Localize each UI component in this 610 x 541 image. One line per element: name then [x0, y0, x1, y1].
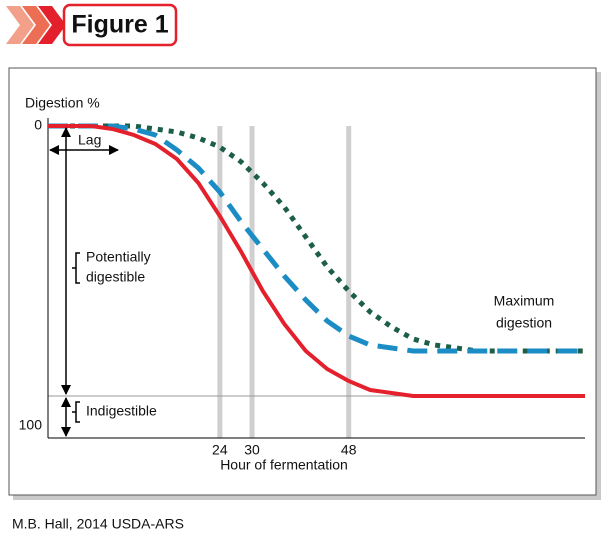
- annotation-indigestible: Indigestible: [86, 403, 157, 419]
- x-tick-label: 24: [212, 442, 228, 458]
- y-tick-label: 0: [34, 117, 42, 133]
- x-axis-label: Hour of fermentation: [220, 457, 348, 473]
- series-line: [48, 123, 585, 354]
- frame: [8, 67, 597, 496]
- annotation-brace: [72, 401, 80, 423]
- annotation-lag: Lag: [78, 132, 101, 148]
- y-axis-label: Digestion %: [25, 95, 100, 111]
- credit: M.B. Hall, 2014 USDA-ARS: [12, 516, 184, 532]
- series-line: [48, 123, 585, 354]
- y-tick-label: 100: [19, 417, 43, 433]
- x-tick-label: 48: [341, 442, 357, 458]
- header-box: [62, 3, 178, 47]
- series-line: [48, 124, 585, 398]
- annotation-max-1: Maximum: [494, 293, 555, 309]
- annotation-max-2: digestion: [496, 315, 552, 331]
- annotation-potential-1: Potentially: [86, 249, 151, 265]
- plot: 24 30 48 0 100 Digestion % Hour of fermentatio…: [19, 95, 585, 473]
- x-tick-label: 30: [244, 442, 260, 458]
- figure-title: Figure 1: [71, 11, 168, 39]
- annotation-potential-2: digestible: [86, 269, 145, 285]
- annotation-brace: [72, 252, 80, 284]
- header-chevrons: [6, 6, 66, 44]
